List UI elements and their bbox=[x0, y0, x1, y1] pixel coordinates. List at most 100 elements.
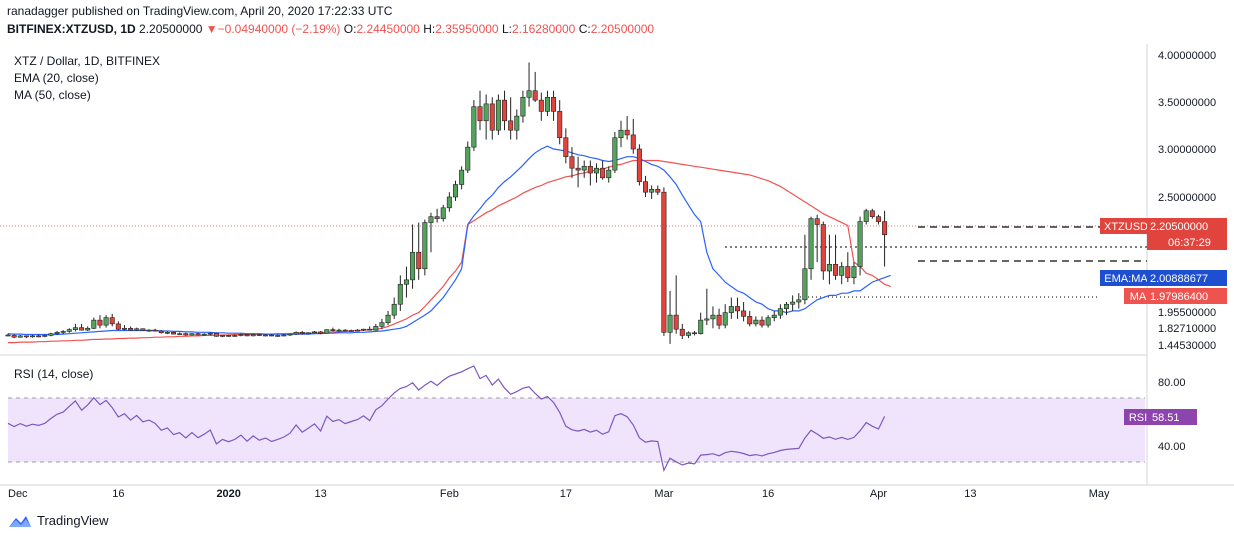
candle-body bbox=[710, 314, 716, 320]
time-tick-label: Dec bbox=[8, 488, 28, 500]
candle-body bbox=[348, 330, 354, 332]
candle bbox=[342, 329, 348, 332]
candle-body bbox=[262, 334, 268, 337]
candle bbox=[575, 156, 581, 188]
open-value: 2.24450000 bbox=[356, 22, 420, 36]
candle-body bbox=[692, 332, 698, 335]
candle-body bbox=[618, 129, 624, 139]
candle-body bbox=[698, 319, 704, 334]
candle bbox=[348, 329, 354, 332]
candle bbox=[115, 321, 121, 331]
candle bbox=[581, 160, 587, 178]
ema20-path bbox=[7, 145, 891, 336]
candle-body bbox=[336, 329, 342, 332]
time-tick-label: Mar bbox=[654, 488, 673, 500]
candle bbox=[201, 333, 207, 336]
time-tick-label: 13 bbox=[964, 488, 976, 500]
candle-body bbox=[293, 332, 299, 335]
candle-body bbox=[600, 167, 606, 179]
candle bbox=[220, 334, 226, 338]
candle bbox=[213, 332, 219, 337]
candle-body bbox=[563, 137, 569, 157]
candle bbox=[526, 62, 532, 107]
ma-price-tag: MA 1.97986400 bbox=[1124, 288, 1227, 304]
last-value: 2.20500000 bbox=[1150, 221, 1208, 233]
candle-body bbox=[747, 316, 753, 325]
candle bbox=[679, 323, 685, 339]
candle bbox=[97, 315, 103, 329]
candle bbox=[569, 147, 575, 178]
candle-body bbox=[121, 328, 127, 330]
candle bbox=[361, 328, 367, 331]
time-axis-ticks: Dec 16 2020 13 Feb 17 Mar 16 Apr 13 May bbox=[8, 488, 1110, 500]
candle-body bbox=[422, 222, 428, 270]
candle bbox=[771, 310, 777, 322]
candle-body bbox=[97, 319, 103, 326]
candle-body bbox=[287, 333, 293, 336]
candle bbox=[330, 327, 336, 332]
time-tick-label: 2020 bbox=[216, 488, 240, 500]
candle bbox=[397, 275, 403, 311]
candle-body bbox=[863, 210, 869, 222]
candle-body bbox=[483, 103, 489, 122]
candle bbox=[612, 132, 618, 173]
symbol-label[interactable]: BITFINEX:XTZUSD, 1D bbox=[7, 22, 136, 36]
last-value-box bbox=[1147, 218, 1227, 234]
rsi-legend[interactable]: RSI (14, close) bbox=[14, 367, 93, 381]
candle bbox=[354, 329, 360, 332]
candle bbox=[734, 297, 740, 319]
candle bbox=[698, 312, 704, 335]
candle-body bbox=[544, 97, 550, 112]
candle bbox=[48, 332, 54, 337]
candle-body bbox=[213, 332, 219, 337]
candle-body bbox=[269, 334, 275, 337]
ma-value-box bbox=[1147, 288, 1227, 304]
candle bbox=[275, 334, 281, 337]
candle bbox=[440, 204, 446, 222]
candle-body bbox=[508, 120, 514, 131]
candle-body bbox=[741, 310, 747, 317]
candle-body bbox=[91, 319, 97, 329]
candle bbox=[428, 212, 434, 253]
close-value: 2.20500000 bbox=[590, 22, 655, 36]
price-tick-label: 3.00000000 bbox=[1158, 144, 1216, 156]
rsi-value-box bbox=[1147, 409, 1197, 425]
candle bbox=[685, 331, 691, 339]
candle-body bbox=[379, 322, 385, 327]
candle bbox=[863, 208, 869, 225]
ema-legend[interactable]: EMA (20, close) bbox=[14, 71, 99, 85]
candle bbox=[538, 92, 544, 121]
candle bbox=[85, 326, 91, 331]
candle bbox=[91, 317, 97, 330]
candle bbox=[495, 94, 501, 135]
candle bbox=[11, 334, 17, 339]
candle bbox=[318, 330, 324, 335]
rsi-tick-label: 80.00 bbox=[1158, 377, 1186, 389]
candle bbox=[422, 219, 428, 276]
candle-body bbox=[416, 251, 422, 270]
candle-body bbox=[177, 333, 183, 335]
candle-body bbox=[502, 99, 508, 122]
candle bbox=[189, 333, 195, 336]
candle bbox=[434, 208, 440, 223]
candle-body bbox=[171, 332, 177, 335]
candle bbox=[747, 310, 753, 327]
price-tick-label: 1.82710000 bbox=[1158, 323, 1216, 335]
candle-body bbox=[134, 328, 140, 331]
ema-line bbox=[7, 145, 891, 336]
candle-body bbox=[256, 334, 262, 336]
candle bbox=[269, 334, 275, 337]
candle-body bbox=[305, 332, 311, 335]
high-label: H: bbox=[423, 22, 436, 36]
tradingview-brand[interactable]: TradingView bbox=[8, 513, 109, 528]
candle bbox=[103, 315, 109, 328]
candle-body bbox=[814, 218, 820, 225]
candle bbox=[875, 214, 881, 225]
ma-legend[interactable]: MA (50, close) bbox=[14, 88, 91, 102]
candle bbox=[238, 333, 244, 337]
candle-body bbox=[311, 331, 317, 334]
candle bbox=[630, 118, 636, 154]
high-value: 2.35950000 bbox=[435, 22, 499, 36]
candle bbox=[587, 160, 593, 186]
